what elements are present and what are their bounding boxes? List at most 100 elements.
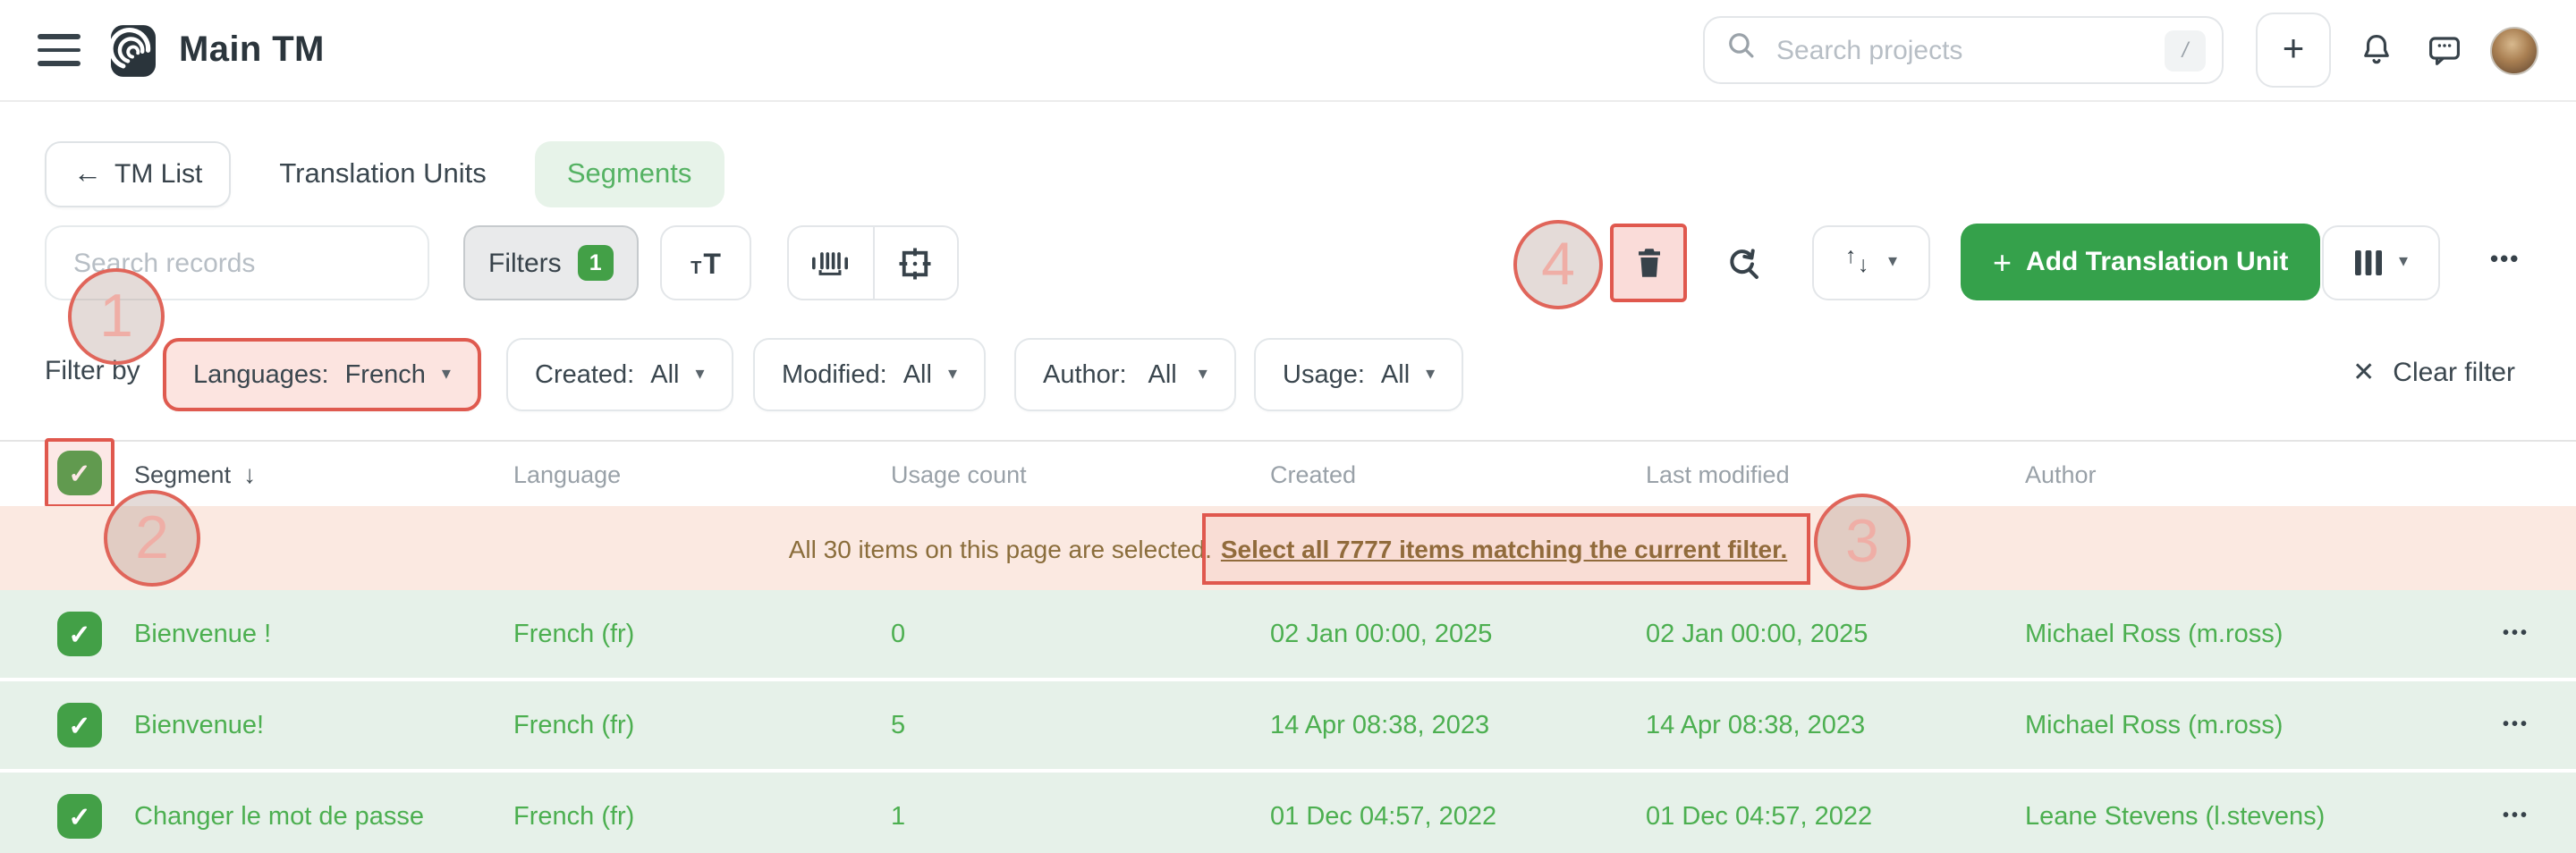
cell-segment: Changer le mot de passe xyxy=(134,802,425,831)
cell-language: French (fr) xyxy=(513,711,635,739)
text-size-icon: T xyxy=(691,259,702,279)
cell-created: 14 Apr 08:38, 2023 xyxy=(1270,711,1490,739)
filter-author-value: All xyxy=(1148,360,1177,389)
cell-last-modified: 02 Jan 00:00, 2025 xyxy=(1646,620,1868,648)
plus-icon: + xyxy=(1993,244,2012,280)
table-row[interactable]: ✓ Changer le mot de passe French (fr) 1 … xyxy=(0,773,2576,853)
records-search-input[interactable] xyxy=(70,246,404,280)
cell-last-modified: 01 Dec 04:57, 2022 xyxy=(1646,802,1873,831)
selection-banner: All 30 items on this page are selected. … xyxy=(0,506,2576,590)
filter-modified[interactable]: Modified: All ▾ xyxy=(753,338,986,411)
chevron-down-icon: ▾ xyxy=(1198,364,1208,384)
page-title: Main TM xyxy=(179,30,325,69)
app-logo-icon[interactable] xyxy=(111,24,156,76)
selection-frame-icon xyxy=(900,247,931,279)
annotation-circle-4: 4 xyxy=(1513,220,1603,309)
sort-button[interactable]: ↑ ↓ ▾ xyxy=(1812,225,1930,300)
row-menu-button[interactable]: ••• xyxy=(2503,715,2530,735)
sort-desc-icon: ↓ xyxy=(243,460,257,488)
filter-author[interactable]: Author: All ▾ xyxy=(1014,338,1236,411)
cell-usage-count: 0 xyxy=(891,620,906,648)
feedback-chat-icon[interactable] xyxy=(2422,28,2467,72)
row-checkbox[interactable]: ✓ xyxy=(57,703,102,747)
table-header-row: ✓ Segment ↓ Language Usage count Created… xyxy=(0,438,2576,508)
delete-selected-button[interactable] xyxy=(1622,243,1675,283)
column-header-segment[interactable]: Segment ↓ xyxy=(134,460,257,488)
column-header-language[interactable]: Language xyxy=(513,460,622,487)
more-actions-button[interactable]: ••• xyxy=(2490,245,2521,272)
filter-usage-value: All xyxy=(1380,360,1411,389)
records-search[interactable] xyxy=(45,225,429,300)
sort-arrows-icon: ↑ ↓ xyxy=(1844,243,1869,277)
column-header-created[interactable]: Created xyxy=(1270,460,1357,487)
table-row[interactable]: ✓ Bienvenue! French (fr) 5 14 Apr 08:38,… xyxy=(0,681,2576,769)
cell-author: Michael Ross (m.ross) xyxy=(2025,711,2284,739)
select-all-checkbox[interactable]: ✓ xyxy=(57,451,102,495)
table-row[interactable]: ✓ Bienvenue ! French (fr) 0 02 Jan 00:00… xyxy=(0,590,2576,678)
column-header-last-modified[interactable]: Last modified xyxy=(1646,460,1790,487)
selection-frame-button[interactable] xyxy=(872,227,957,299)
annotation-box-delete xyxy=(1610,224,1687,302)
filter-languages[interactable]: Languages: French ▾ xyxy=(163,338,481,411)
search-icon xyxy=(1726,30,1757,70)
filter-usage-label: Usage: xyxy=(1283,360,1365,389)
filter-modified-label: Modified: xyxy=(782,360,887,389)
filters-button[interactable]: Filters 1 xyxy=(463,225,639,300)
filters-count-badge: 1 xyxy=(577,245,614,281)
hamburger-menu-icon[interactable] xyxy=(38,34,80,66)
segments-table: ✓ Segment ↓ Language Usage count Created… xyxy=(0,438,2576,853)
cell-author: Michael Ross (m.ross) xyxy=(2025,620,2284,648)
filter-usage[interactable]: Usage: All ▾ xyxy=(1254,338,1464,411)
columns-visibility-button[interactable]: ▾ xyxy=(2322,225,2440,300)
row-menu-button[interactable]: ••• xyxy=(2503,624,2530,644)
chevron-down-icon: ▾ xyxy=(2398,252,2409,272)
select-all-matching-wrap: Select all 7777 items matching the curre… xyxy=(1202,512,1811,584)
project-search-input[interactable] xyxy=(1773,33,2148,67)
user-avatar[interactable] xyxy=(2490,26,2538,74)
column-header-author[interactable]: Author xyxy=(2025,460,2097,487)
selection-banner-message: All 30 items on this page are selected. xyxy=(788,534,1212,562)
view-tabs: ← TM List Translation Units Segments xyxy=(45,141,724,207)
notifications-bell-icon[interactable] xyxy=(2354,27,2399,73)
filter-created[interactable]: Created: All ▾ xyxy=(506,338,733,411)
filter-bar: Filter by Languages: French ▾ Created: A… xyxy=(0,338,2576,411)
barcode-view-button[interactable] xyxy=(789,227,872,299)
back-to-tm-list-button[interactable]: ← TM List xyxy=(45,141,232,207)
project-search[interactable]: / xyxy=(1703,16,2224,84)
back-button-label: TM List xyxy=(114,159,203,190)
cell-language: French (fr) xyxy=(513,620,635,648)
cell-last-modified: 14 Apr 08:38, 2023 xyxy=(1646,711,1866,739)
filter-created-label: Created: xyxy=(535,360,635,389)
filters-button-label: Filters xyxy=(488,248,562,278)
row-checkbox[interactable]: ✓ xyxy=(57,794,102,839)
select-all-matching-link[interactable]: Select all 7777 items matching the curre… xyxy=(1220,534,1788,562)
select-all-checkbox-wrap: ✓ xyxy=(45,438,114,508)
text-size-button[interactable]: T T xyxy=(660,225,751,300)
tab-segments[interactable]: Segments xyxy=(534,141,724,207)
chevron-down-icon: ▾ xyxy=(1887,252,1898,272)
clear-filter-button[interactable]: ✕ Clear filter xyxy=(2352,356,2515,388)
add-translation-unit-button[interactable]: + Add Translation Unit xyxy=(1961,224,2321,300)
cell-segment: Bienvenue! xyxy=(134,711,265,739)
cell-created: 02 Jan 00:00, 2025 xyxy=(1270,620,1493,648)
tab-translation-units[interactable]: Translation Units xyxy=(279,158,487,189)
close-icon: ✕ xyxy=(2352,358,2376,388)
rescan-matches-button[interactable] xyxy=(1719,240,1767,288)
create-new-button[interactable]: + xyxy=(2256,13,2331,88)
chevron-down-icon: ▾ xyxy=(1426,364,1436,384)
row-checkbox[interactable]: ✓ xyxy=(57,612,102,656)
cell-language: French (fr) xyxy=(513,802,635,831)
view-mode-group xyxy=(787,225,959,300)
column-header-usage-count[interactable]: Usage count xyxy=(891,460,1027,487)
filter-languages-value: French xyxy=(344,360,426,389)
cell-usage-count: 1 xyxy=(891,802,906,831)
row-menu-button[interactable]: ••• xyxy=(2503,807,2530,826)
cell-author: Leane Stevens (l.stevens) xyxy=(2025,802,2326,831)
columns-icon xyxy=(2354,250,2382,275)
filter-languages-label: Languages: xyxy=(193,360,329,389)
search-shortcut-badge: / xyxy=(2165,30,2206,71)
cell-created: 01 Dec 04:57, 2022 xyxy=(1270,802,1497,831)
back-arrow-icon: ← xyxy=(73,158,102,189)
